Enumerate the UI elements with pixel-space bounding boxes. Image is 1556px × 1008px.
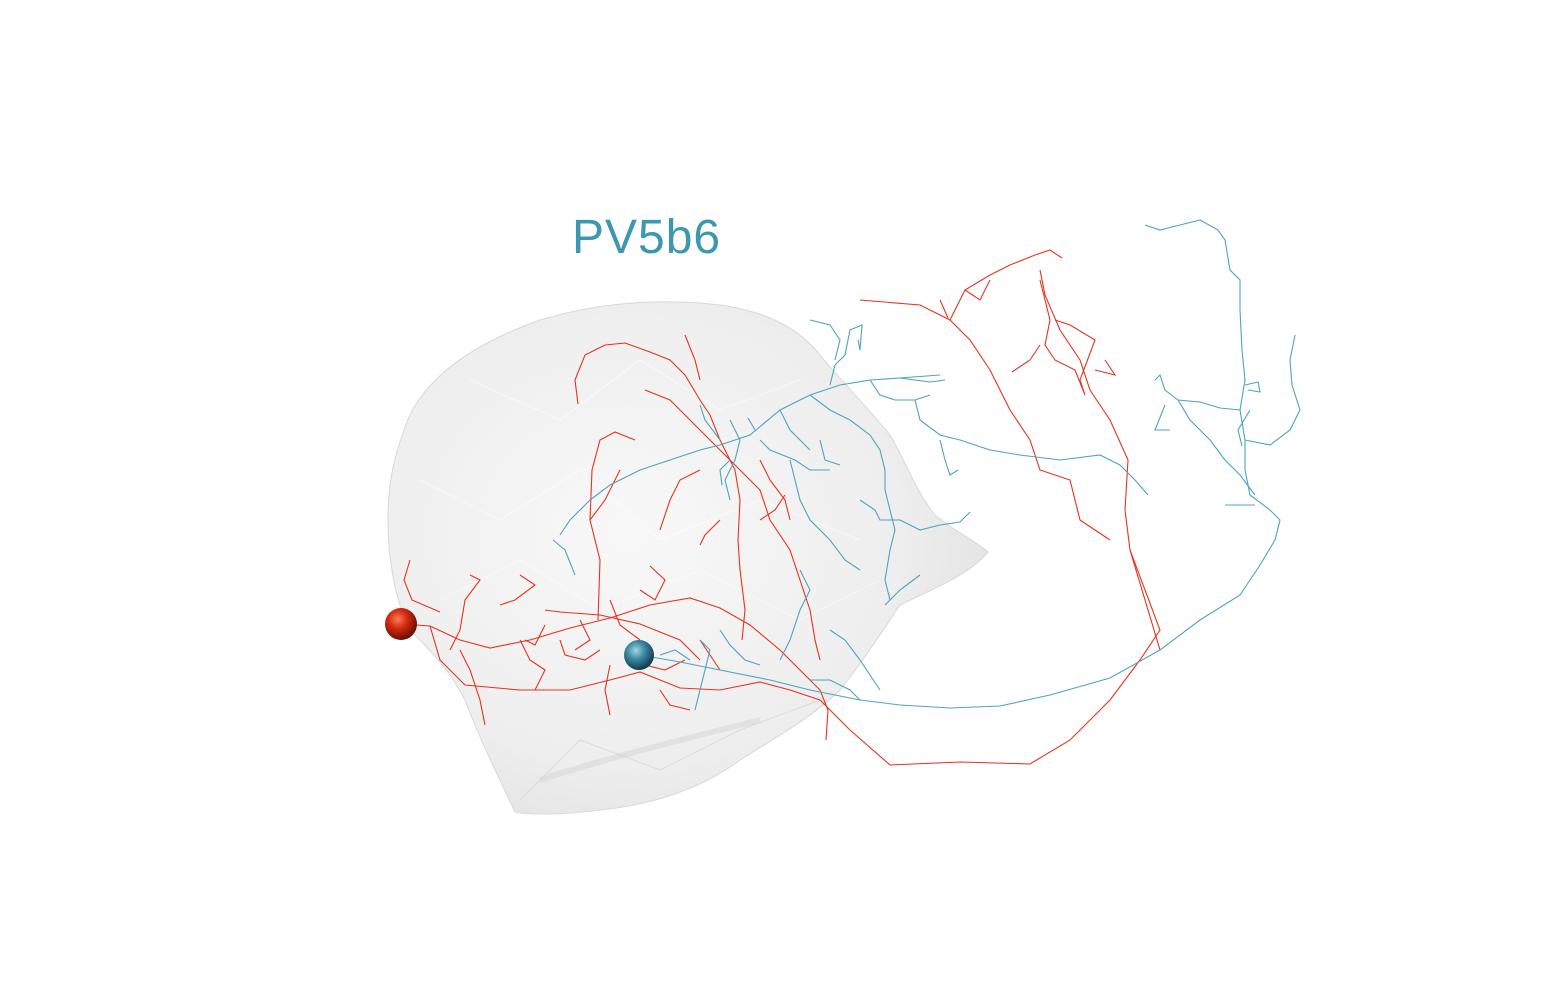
- red-neuron-arbor: [401, 249, 1161, 766]
- blue-soma[interactable]: [624, 640, 654, 670]
- blue-neuron-arbor: [552, 219, 1301, 711]
- neuron-label: PV5b6: [572, 211, 722, 264]
- red-soma[interactable]: [385, 608, 417, 640]
